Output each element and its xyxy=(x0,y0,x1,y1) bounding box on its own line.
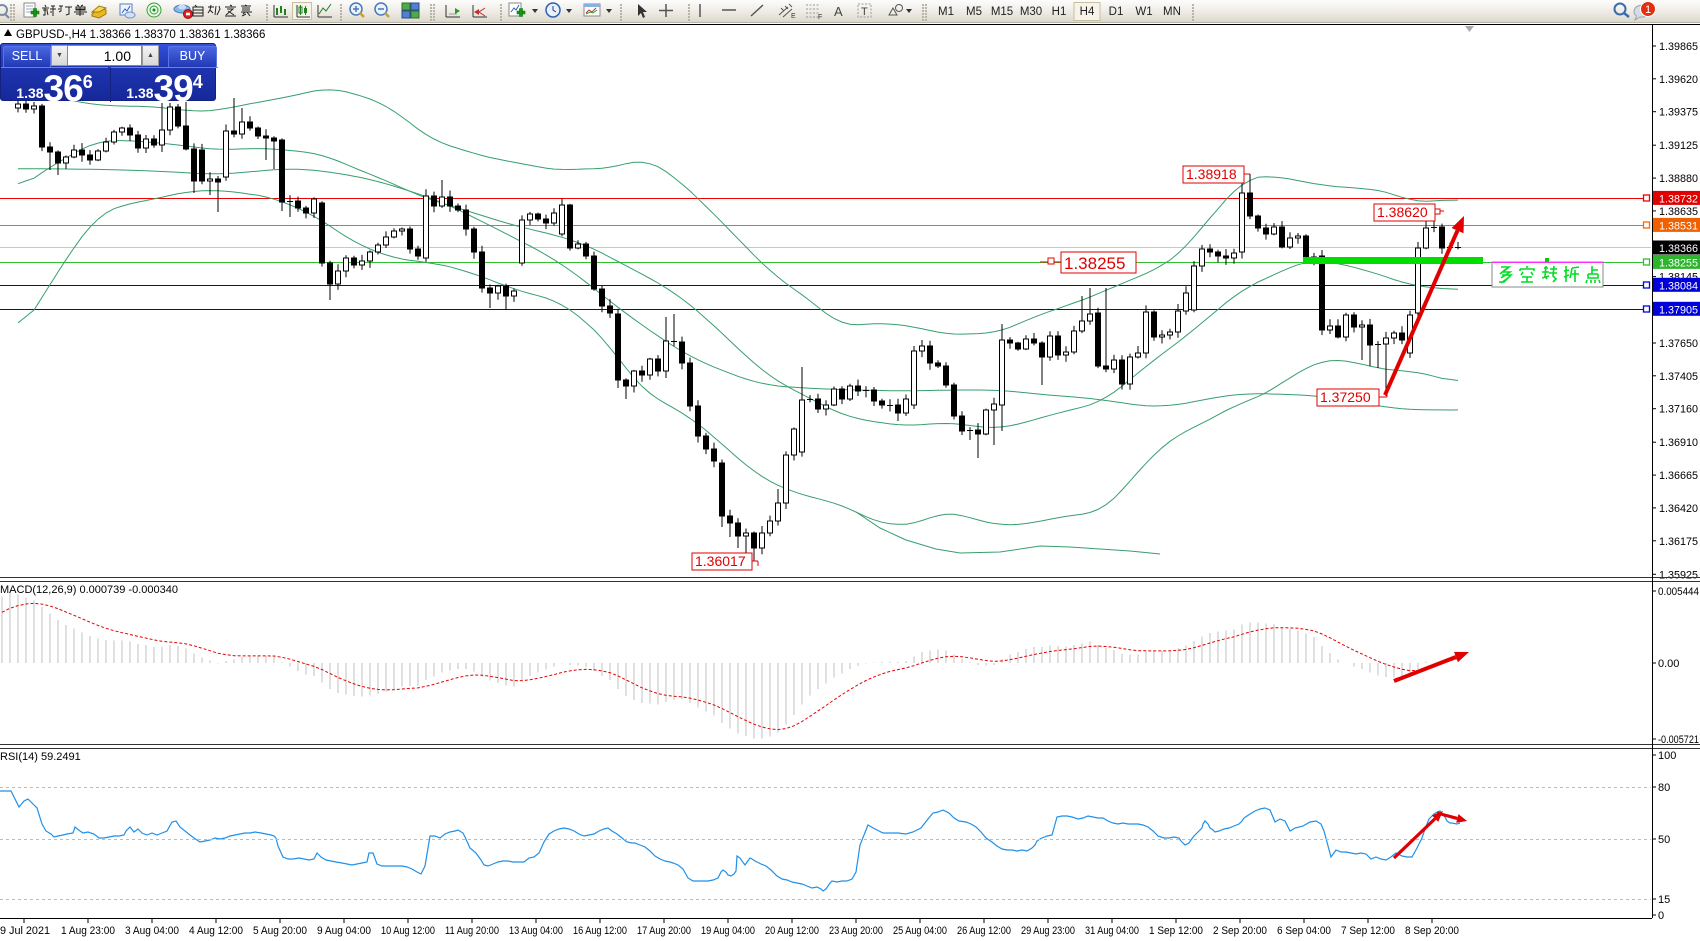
svg-text:1.36175: 1.36175 xyxy=(1659,536,1698,548)
svg-text:15: 15 xyxy=(1658,894,1670,906)
svg-text:1.38531: 1.38531 xyxy=(1659,220,1698,232)
svg-text:M1: M1 xyxy=(938,6,954,18)
svg-text:1.38620: 1.38620 xyxy=(1377,204,1428,220)
svg-text:1.37650: 1.37650 xyxy=(1659,338,1698,350)
svg-text:1.36420: 1.36420 xyxy=(1659,503,1698,515)
svg-text:7 Sep 12:00: 7 Sep 12:00 xyxy=(1341,925,1395,937)
svg-text:M15: M15 xyxy=(991,6,1013,18)
svg-text:H1: H1 xyxy=(1052,6,1067,18)
svg-text:100: 100 xyxy=(1658,750,1676,762)
svg-text:M30: M30 xyxy=(1020,6,1042,18)
svg-text:25 Aug 04:00: 25 Aug 04:00 xyxy=(893,925,947,937)
svg-text:D1: D1 xyxy=(1109,6,1124,18)
svg-text:MN: MN xyxy=(1163,6,1181,18)
svg-text:13 Aug 04:00: 13 Aug 04:00 xyxy=(509,925,563,937)
svg-text:1.38366: 1.38366 xyxy=(1659,243,1698,255)
svg-text:20 Aug 12:00: 20 Aug 12:00 xyxy=(765,925,819,937)
svg-text:0.00: 0.00 xyxy=(1658,658,1679,670)
svg-text:31 Aug 04:00: 31 Aug 04:00 xyxy=(1085,925,1139,937)
svg-text:-0.005721: -0.005721 xyxy=(1658,734,1699,746)
svg-text:1.35925: 1.35925 xyxy=(1659,569,1698,581)
svg-text:GBPUSD-,H4 1.38366 1.38370 1.: GBPUSD-,H4 1.38366 1.38370 1.38361 1.383… xyxy=(16,29,265,41)
svg-text:1.37405: 1.37405 xyxy=(1659,371,1698,383)
svg-text:1: 1 xyxy=(1645,4,1651,16)
svg-text:8 Sep 20:00: 8 Sep 20:00 xyxy=(1405,925,1459,937)
svg-text:10 Aug 12:00: 10 Aug 12:00 xyxy=(381,925,435,937)
svg-text:0.005444: 0.005444 xyxy=(1658,586,1699,598)
svg-text:29 Aug 23:00: 29 Aug 23:00 xyxy=(1021,925,1075,937)
svg-text:1.38084: 1.38084 xyxy=(1659,280,1698,292)
svg-text:1 Aug 23:00: 1 Aug 23:00 xyxy=(61,925,115,937)
svg-text:50: 50 xyxy=(1658,834,1670,846)
svg-text:MACD(12,26,9) 0.000739 -0.0003: MACD(12,26,9) 0.000739 -0.000340 xyxy=(0,584,178,596)
svg-text:0: 0 xyxy=(1658,910,1664,922)
svg-text:1.39375: 1.39375 xyxy=(1659,107,1698,119)
svg-text:H4: H4 xyxy=(1080,6,1095,18)
svg-text:1.37250: 1.37250 xyxy=(1320,389,1371,405)
svg-text:1.37905: 1.37905 xyxy=(1659,304,1698,316)
svg-text:1.37160: 1.37160 xyxy=(1659,404,1698,416)
svg-text:E: E xyxy=(791,13,796,20)
svg-text:1.36017: 1.36017 xyxy=(695,553,746,569)
svg-text:80: 80 xyxy=(1658,782,1670,794)
svg-text:M5: M5 xyxy=(966,6,982,18)
svg-text:9 Aug 04:00: 9 Aug 04:00 xyxy=(317,925,371,937)
svg-text:1.39620: 1.39620 xyxy=(1659,74,1698,86)
svg-text:26 Aug 12:00: 26 Aug 12:00 xyxy=(957,925,1011,937)
svg-text:3 Aug 04:00: 3 Aug 04:00 xyxy=(125,925,179,937)
svg-text:RSI(14) 59.2491: RSI(14) 59.2491 xyxy=(0,751,81,763)
svg-text:2 Sep 20:00: 2 Sep 20:00 xyxy=(1213,925,1267,937)
svg-text:1.39125: 1.39125 xyxy=(1659,140,1698,152)
svg-text:1.38918: 1.38918 xyxy=(1186,166,1237,182)
svg-text:W1: W1 xyxy=(1135,6,1152,18)
svg-text:1.38732: 1.38732 xyxy=(1659,193,1698,205)
svg-text:9 Jul 2021: 9 Jul 2021 xyxy=(0,925,50,937)
svg-text:1.39865: 1.39865 xyxy=(1659,41,1698,53)
svg-text:1.38635: 1.38635 xyxy=(1659,206,1698,218)
svg-text:17 Aug 20:00: 17 Aug 20:00 xyxy=(637,925,691,937)
svg-text:A: A xyxy=(834,4,843,19)
svg-text:F: F xyxy=(818,14,822,21)
svg-text:1.38880: 1.38880 xyxy=(1659,173,1698,185)
svg-text:1.36910: 1.36910 xyxy=(1659,437,1698,449)
svg-text:1 Sep 12:00: 1 Sep 12:00 xyxy=(1149,925,1203,937)
svg-text:1.36665: 1.36665 xyxy=(1659,470,1698,482)
svg-text:4 Aug 12:00: 4 Aug 12:00 xyxy=(189,925,243,937)
svg-text:23 Aug 20:00: 23 Aug 20:00 xyxy=(829,925,883,937)
svg-text:1.38255: 1.38255 xyxy=(1064,254,1125,273)
svg-text:19 Aug 04:00: 19 Aug 04:00 xyxy=(701,925,755,937)
svg-text:1.38255: 1.38255 xyxy=(1659,257,1698,269)
svg-text:16 Aug 12:00: 16 Aug 12:00 xyxy=(573,925,627,937)
svg-text:T: T xyxy=(861,6,868,18)
svg-text:6 Sep 04:00: 6 Sep 04:00 xyxy=(1277,925,1331,937)
svg-text:11 Aug 20:00: 11 Aug 20:00 xyxy=(445,925,499,937)
svg-text:5 Aug 20:00: 5 Aug 20:00 xyxy=(253,925,307,937)
